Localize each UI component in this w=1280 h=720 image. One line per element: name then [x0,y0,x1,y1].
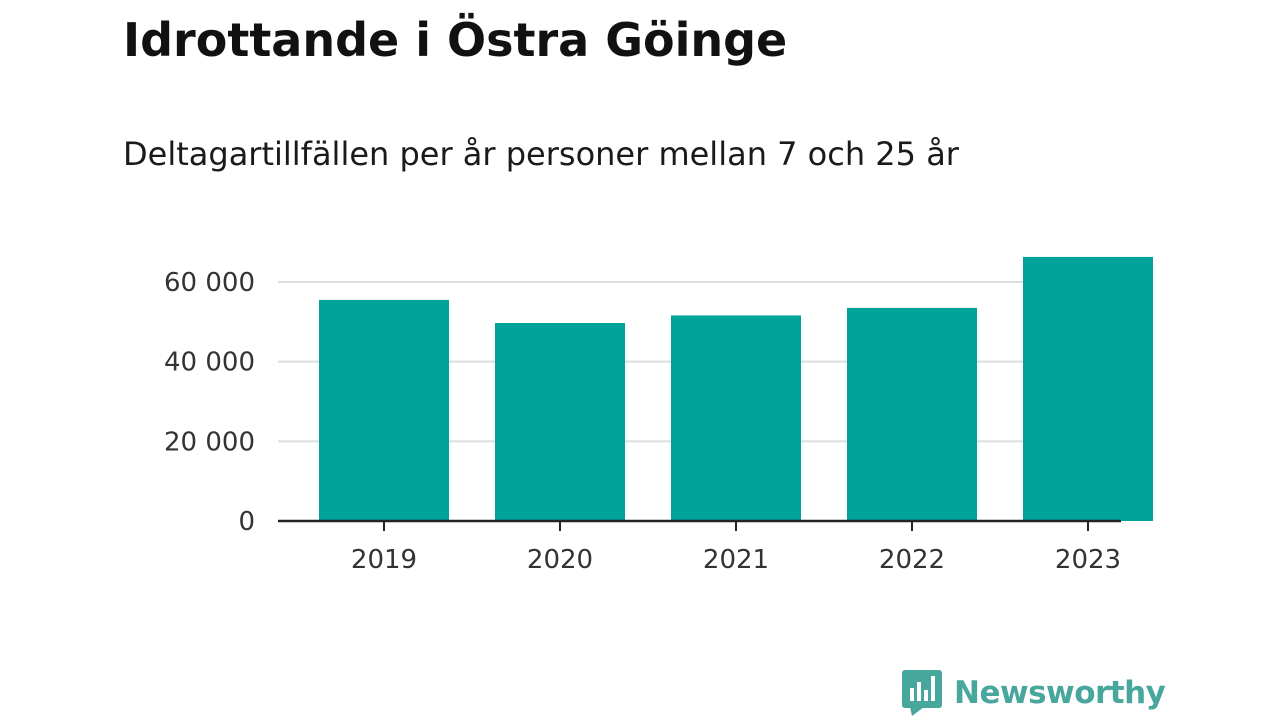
newsworthy-logo: Newsworthy [902,670,1166,716]
bar-2023 [1023,256,1153,521]
x-tick-label: 2019 [351,545,417,575]
newsworthy-chart-icon [902,670,942,716]
bar-2019 [319,299,449,521]
x-tick-label: 2020 [527,545,593,575]
newsworthy-logo-text: Newsworthy [954,675,1166,711]
bar-2020 [495,323,625,521]
x-tick-label: 2023 [1055,545,1121,575]
bar-2021 [671,315,801,521]
bar-2022 [847,307,977,521]
y-tick-label: 20 000 [164,427,255,457]
bars [319,256,1153,521]
x-tick-label: 2021 [703,545,769,575]
x-axis-ticks: 2019 2020 2021 2022 2023 [351,521,1121,575]
chart-subtitle: Deltagartillfällen per år personer mella… [123,135,959,173]
chart-title: Idrottande i Östra Göinge [123,13,788,67]
y-tick-label: 0 [238,507,255,537]
y-axis-ticks: 0 20 000 40 000 60 000 [164,268,255,537]
y-tick-label: 40 000 [164,348,255,378]
y-tick-label: 60 000 [164,268,255,298]
x-tick-label: 2022 [879,545,945,575]
